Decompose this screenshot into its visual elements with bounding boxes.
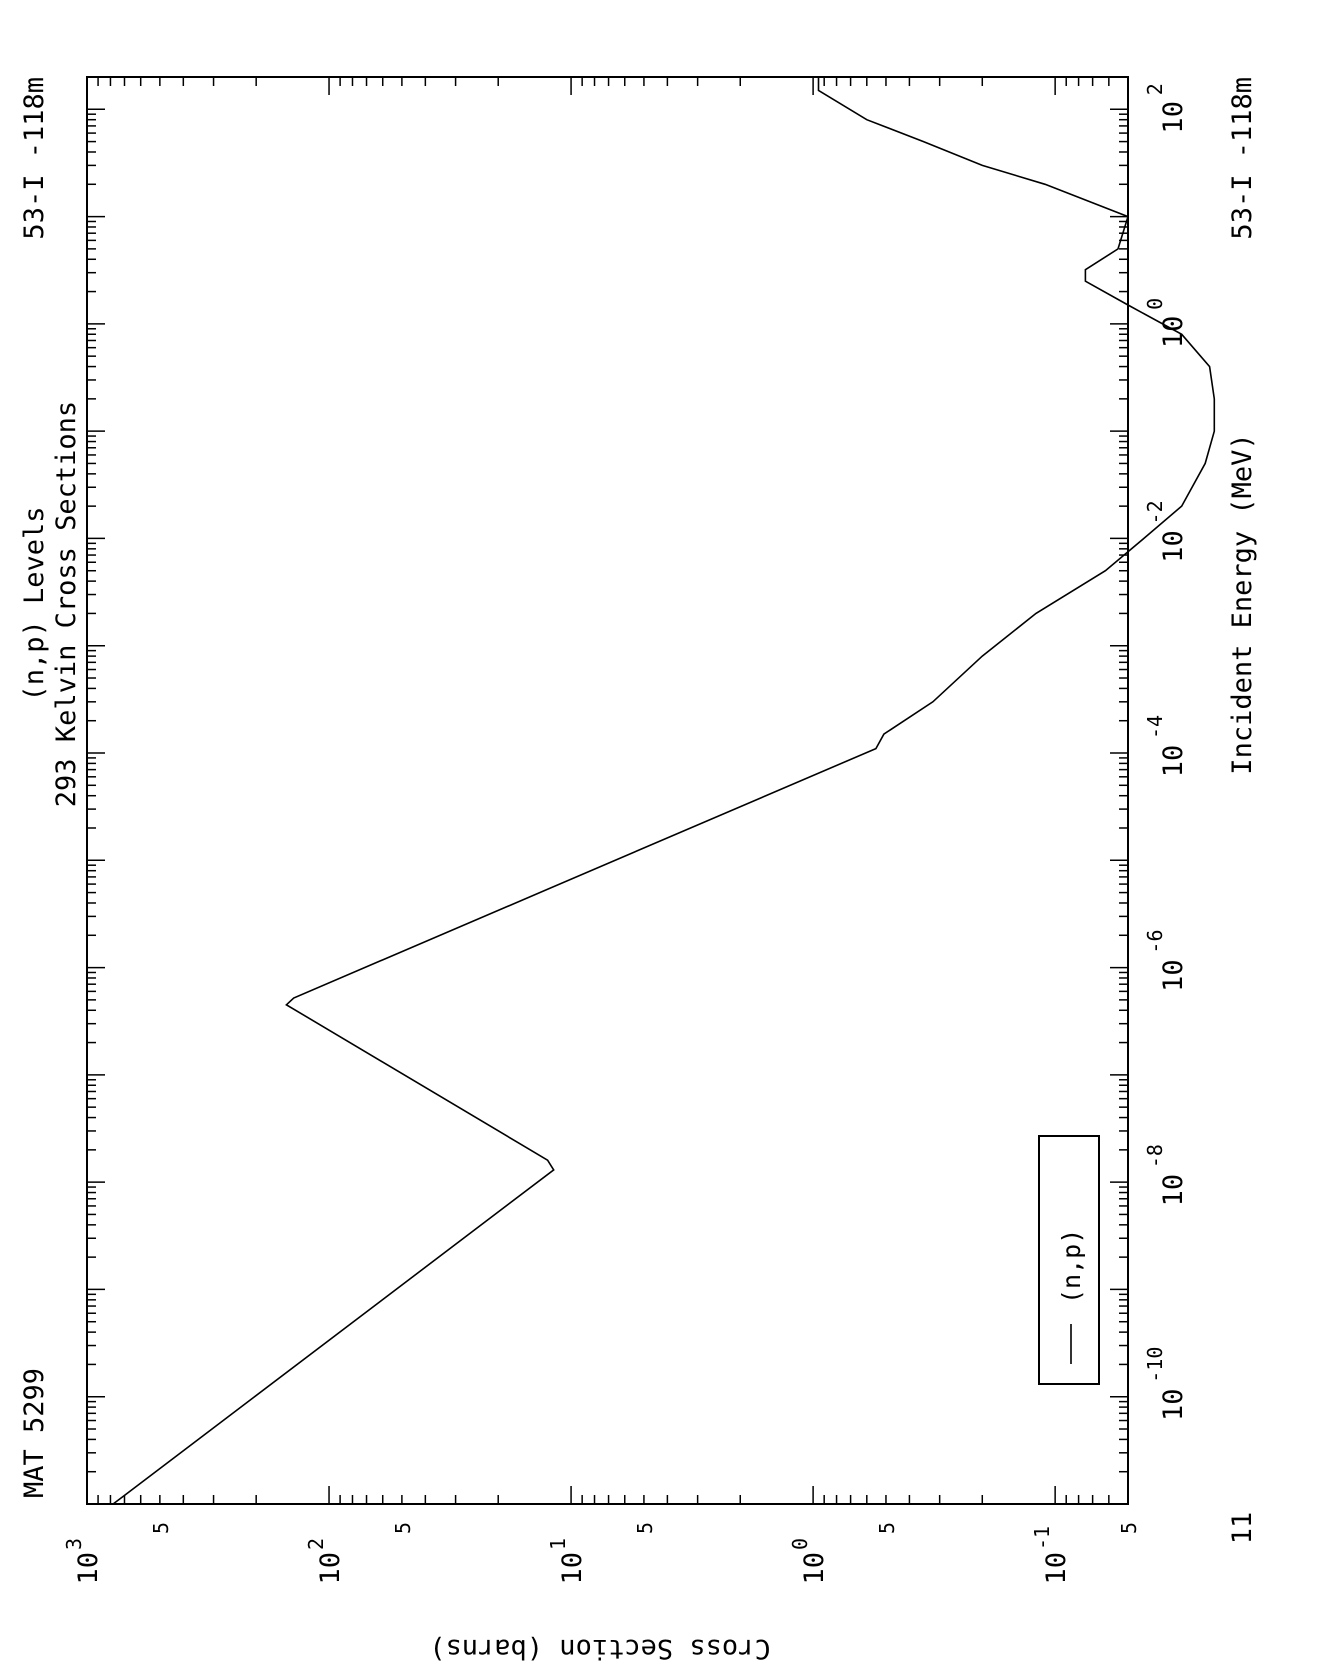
x-tick-label-exponent: -10 [1143, 1347, 1167, 1383]
x-tick-label: 10 [1158, 101, 1189, 134]
x-tick-label: 10 [1158, 316, 1189, 349]
y-tick-label-exponent: 0 [788, 1538, 812, 1550]
x-tick-label-exponent: -2 [1143, 500, 1167, 524]
y-tick-label-exponent: -1 [1030, 1526, 1054, 1550]
y-tick-label: 10 [73, 1552, 104, 1585]
plot-frame [86, 76, 1129, 1505]
x-tick-label-exponent: -8 [1143, 1144, 1167, 1168]
y-tick-label-exponent: 2 [304, 1538, 328, 1550]
x-tick-label-exponent: 2 [1143, 83, 1167, 95]
chart-title: (n,p) Levels [19, 506, 50, 701]
y-minor-tick-label: 5 [149, 1522, 173, 1534]
series-line-n-p [112, 77, 1216, 1505]
axis-ticks [86, 76, 1129, 1505]
x-tick-label: 10 [1158, 959, 1189, 992]
y-axis-label: Cross Section (barns) [429, 1633, 770, 1662]
material-label-bottom: 53-I -118m [1227, 77, 1258, 240]
y-tick-label-exponent: 3 [62, 1538, 86, 1550]
y-tick-label: 10 [557, 1552, 588, 1585]
x-tick-label-exponent: -4 [1143, 715, 1167, 739]
x-axis-label: Incident Energy (MeV) [1227, 433, 1258, 774]
x-tick-label: 10 [1158, 530, 1189, 563]
chart-subtitle: 293 Kelvin Cross Sections [51, 401, 82, 807]
legend-box [1038, 1135, 1100, 1385]
mat-label: MAT 5299 [19, 1368, 50, 1498]
axis-tick-labels: 10-1010-810-610-410-210010210-1100101102… [62, 83, 1189, 1584]
legend-entry-n-p: (n,p) [1057, 1229, 1086, 1304]
y-minor-tick-label: 5 [633, 1522, 657, 1534]
x-tick-label-exponent: 0 [1143, 298, 1167, 310]
y-tick-label-exponent: 1 [546, 1538, 570, 1550]
x-tick-label-exponent: -6 [1143, 929, 1167, 953]
y-minor-tick-label: 5 [1117, 1522, 1141, 1534]
y-tick-label: 10 [799, 1552, 830, 1585]
material-label-top: 53-I -118m [19, 77, 50, 240]
x-tick-label: 10 [1158, 1388, 1189, 1421]
y-minor-tick-label: 5 [875, 1522, 899, 1534]
x-tick-label: 10 [1158, 1174, 1189, 1207]
legend: (n,p) [1038, 1135, 1100, 1385]
y-tick-label: 10 [1041, 1552, 1072, 1585]
y-tick-label: 10 [315, 1552, 346, 1585]
y-minor-tick-label: 5 [391, 1522, 415, 1534]
corner-label: 11 [1227, 1512, 1258, 1545]
x-tick-label: 10 [1158, 745, 1189, 778]
